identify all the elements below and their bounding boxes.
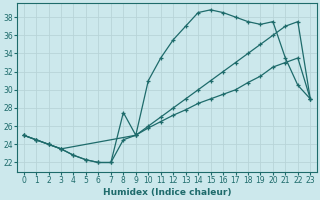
X-axis label: Humidex (Indice chaleur): Humidex (Indice chaleur): [103, 188, 231, 197]
